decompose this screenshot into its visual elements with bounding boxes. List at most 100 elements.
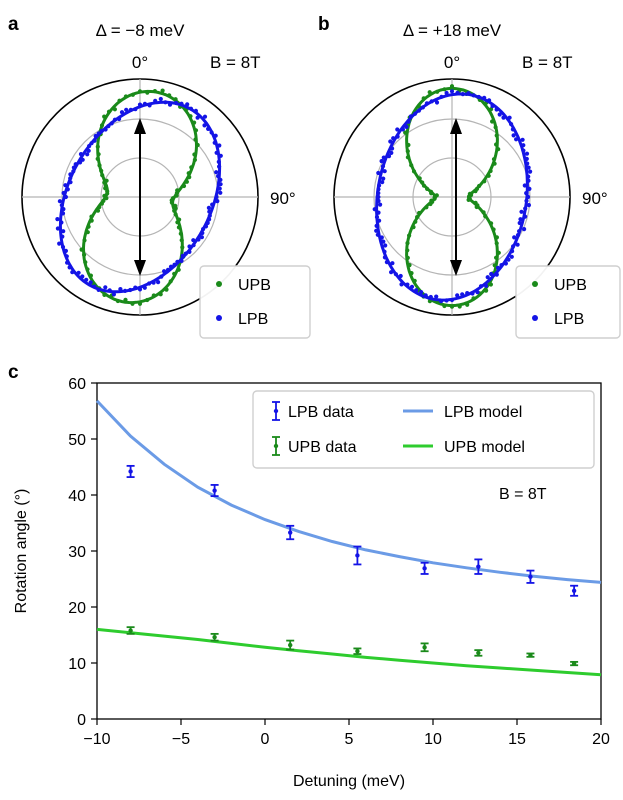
upb-data-point bbox=[164, 287, 169, 292]
panel-a-arrow-head-up bbox=[134, 118, 146, 134]
panel-a-polar-series bbox=[55, 88, 223, 306]
upb-data-point bbox=[176, 267, 181, 272]
lpb-data-point bbox=[460, 92, 465, 97]
lpb-data-point bbox=[147, 281, 152, 286]
upb-data-point bbox=[425, 186, 430, 191]
panel-b-legend-marker-lpb bbox=[532, 315, 538, 321]
lpb-data-point bbox=[381, 155, 386, 160]
panel-a-arrow bbox=[134, 118, 146, 276]
panel-b-arrow bbox=[450, 118, 462, 276]
upb-data-point bbox=[106, 109, 112, 114]
upb-data-point bbox=[172, 208, 177, 213]
lpb-data-point bbox=[109, 121, 114, 126]
upb-data-point bbox=[151, 293, 156, 298]
lpb-data-point bbox=[215, 199, 220, 204]
legend-upb-data-label: UPB data bbox=[288, 439, 357, 456]
lpb-data-point bbox=[374, 228, 379, 233]
upb-data-point bbox=[411, 169, 417, 174]
lpb-data-point bbox=[93, 133, 98, 139]
lpb-data-point bbox=[423, 293, 428, 298]
upb-data-point bbox=[405, 248, 410, 253]
x-tick-label: −5 bbox=[172, 731, 190, 748]
lpb-data-point bbox=[524, 198, 529, 203]
upb-data-point bbox=[192, 157, 197, 162]
lpb-data-point bbox=[495, 265, 501, 270]
upb-data-point bbox=[130, 92, 135, 97]
lpb-data-point bbox=[390, 261, 395, 266]
lpb-data-point bbox=[478, 284, 484, 289]
lpb-data-point bbox=[476, 564, 481, 569]
upb-data-point bbox=[493, 125, 498, 130]
lpb-data-point bbox=[494, 272, 499, 277]
panel-b-polar-grid bbox=[333, 78, 571, 316]
upb-data-point bbox=[435, 89, 440, 94]
lpb-data-point bbox=[378, 202, 383, 207]
lpb-data-point bbox=[429, 99, 434, 104]
lpb-data-point bbox=[78, 152, 84, 157]
lpb-data-point bbox=[214, 150, 219, 155]
panel-b-angle-0: 0° bbox=[444, 53, 460, 72]
lpb-data-point bbox=[61, 207, 66, 212]
upb-data-point bbox=[123, 297, 128, 302]
lpb-data-point bbox=[180, 253, 185, 258]
lpb-data-point bbox=[384, 260, 389, 265]
upb-data-point bbox=[102, 114, 107, 119]
lpb-data-point bbox=[68, 172, 73, 177]
lpb-data-point bbox=[64, 254, 69, 259]
upb-data-point bbox=[82, 238, 87, 243]
upb-data-point bbox=[88, 273, 93, 278]
lpb-data-point bbox=[133, 285, 138, 290]
lpb-data-point bbox=[524, 156, 529, 161]
lpb-data-point bbox=[475, 290, 480, 295]
lpb-model-line bbox=[95, 399, 602, 584]
legend-upb-data-dot bbox=[273, 443, 279, 449]
lpb-data-point bbox=[514, 137, 519, 142]
lpb-data-point bbox=[119, 110, 125, 115]
lpb-data-point bbox=[111, 292, 116, 297]
lpb-data-point bbox=[63, 248, 68, 253]
lpb-data-point bbox=[382, 255, 387, 260]
lpb-data-point bbox=[87, 144, 92, 149]
upb-data-point bbox=[427, 90, 432, 95]
lpb-data-point bbox=[167, 102, 173, 107]
lpb-data-point bbox=[525, 161, 530, 166]
upb-data-point bbox=[476, 650, 481, 656]
upb-data-point bbox=[492, 263, 497, 268]
upb-data-point bbox=[473, 189, 478, 194]
lpb-data-point bbox=[65, 260, 70, 265]
lpb-data-point bbox=[117, 116, 122, 122]
lpb-data-point bbox=[405, 282, 410, 287]
lpb-data-point bbox=[571, 588, 577, 593]
upb-data-point bbox=[449, 304, 455, 309]
panel-a-legend-label-upb: UPB bbox=[238, 277, 271, 294]
lpb-data-point bbox=[76, 270, 81, 275]
lpb-data-point bbox=[106, 124, 111, 129]
lpb-data-point bbox=[470, 291, 475, 296]
lpb-data-point bbox=[381, 176, 386, 181]
panel-b-field-label: B = 8T bbox=[522, 53, 573, 72]
panel-b: b Δ = +18 meV 0° B = 8T 90° UPB LPB bbox=[318, 14, 621, 339]
lpb-data-point bbox=[193, 108, 198, 113]
lpb-data-point bbox=[526, 203, 532, 208]
upb-data-point bbox=[112, 107, 117, 112]
upb-data-point bbox=[481, 210, 486, 215]
lpb-data-point bbox=[212, 488, 217, 493]
lpb-data-point bbox=[112, 117, 117, 122]
upb-data-point bbox=[494, 133, 499, 138]
upb-data-point bbox=[442, 87, 447, 92]
lpb-data-point bbox=[455, 90, 460, 95]
lpb-data-point bbox=[376, 187, 381, 192]
lpb-data-point bbox=[489, 271, 494, 277]
lpb-data-point bbox=[63, 183, 68, 188]
panel-a-title: Δ = −8 meV bbox=[96, 21, 186, 40]
lpb-data-point bbox=[444, 298, 449, 303]
lpb-data-point bbox=[389, 150, 394, 155]
upb-data-point bbox=[99, 123, 105, 128]
lpb-data-point bbox=[191, 243, 196, 248]
lpb-data-point bbox=[379, 159, 384, 164]
lpb-data-point bbox=[485, 275, 490, 280]
panel-b-arrow-head-up bbox=[450, 118, 462, 134]
lpb-data-point bbox=[67, 265, 72, 270]
lpb-data-point bbox=[395, 127, 400, 132]
